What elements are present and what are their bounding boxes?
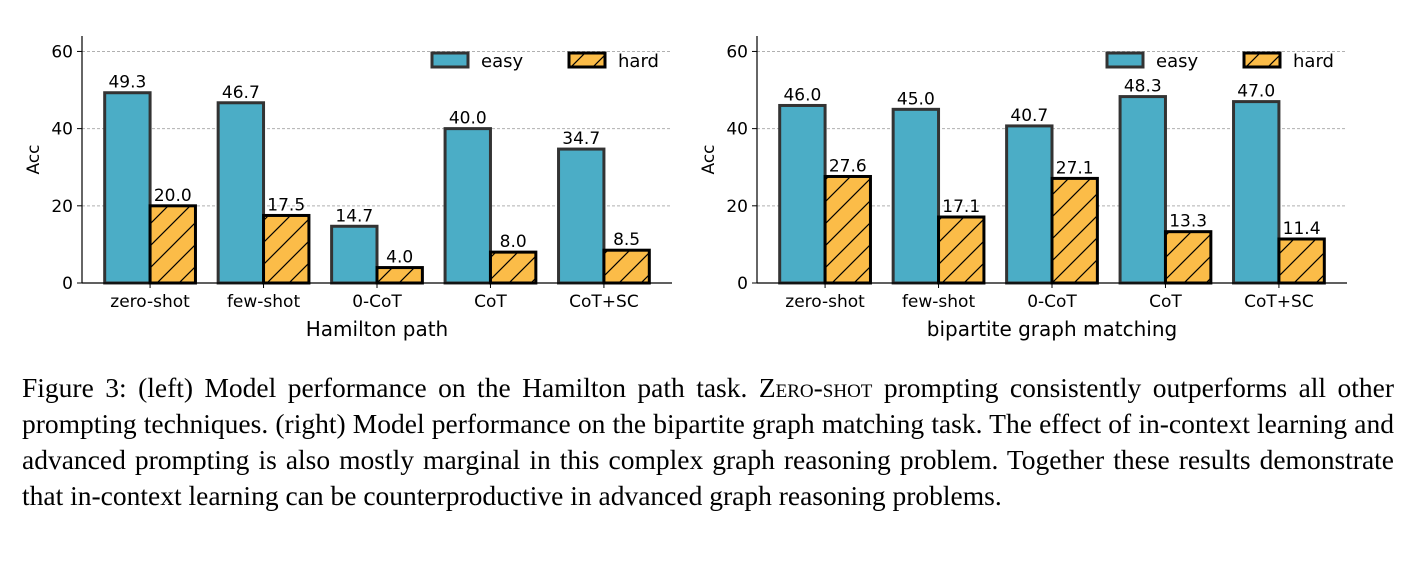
y-axis-label: Acc	[24, 144, 44, 174]
y-tick-label: 60	[51, 42, 73, 62]
x-tick-label: zero-shot	[785, 292, 865, 312]
bar-hard	[1277, 237, 1326, 285]
x-tick-label: CoT	[1149, 292, 1182, 312]
legend-label-hard: hard	[1293, 51, 1334, 72]
bar-hard	[937, 215, 986, 285]
data-label-hard: 17.5	[267, 195, 305, 215]
y-tick-label: 20	[726, 197, 748, 217]
bar-easy	[1118, 95, 1167, 285]
data-label-hard: 13.3	[1169, 212, 1207, 232]
bar-easy	[778, 103, 827, 285]
legend-swatch-easy	[430, 51, 470, 69]
legend-swatch-hard	[1242, 51, 1282, 69]
chart-hamilton-path: 0 20 40 60 49.3 46.7 14.7 40.0 34.7 20.0 17.5 4.0 8.…	[0, 0, 675, 355]
bar-easy	[557, 147, 606, 285]
data-label-easy: 40.7	[1010, 106, 1048, 126]
x-tick-label: CoT+SC	[569, 292, 639, 312]
x-tick-label: 0-CoT	[1027, 292, 1077, 312]
data-label-hard: 8.5	[613, 230, 640, 250]
x-axis-label: bipartite graph matching	[927, 317, 1177, 341]
bar-easy	[891, 107, 941, 285]
y-tick-label: 20	[51, 197, 73, 217]
legend: easy hard	[430, 51, 659, 72]
bar-easy	[216, 101, 266, 285]
caption-part1: Figure 3: (left) Model performance on th…	[22, 372, 748, 403]
y-tick-label: 40	[51, 120, 73, 140]
data-label-hard: 17.1	[942, 197, 980, 217]
bar-easy	[330, 224, 379, 285]
bar-hard	[823, 174, 872, 285]
bar-hard	[148, 204, 197, 285]
legend-label-easy: easy	[481, 51, 523, 72]
bar-hard	[488, 250, 538, 285]
data-label-easy: 48.3	[1124, 77, 1162, 97]
x-tick-label: few-shot	[227, 292, 301, 312]
data-label-hard: 20.0	[154, 186, 192, 206]
y-tick-label: 40	[726, 120, 748, 140]
data-label-easy: 14.7	[335, 206, 373, 226]
bar-easy	[1232, 100, 1281, 285]
x-axis-label: Hamilton path	[306, 317, 448, 341]
y-tick-label: 0	[737, 274, 748, 294]
legend-swatch-easy	[1105, 51, 1145, 69]
bar-easy	[443, 127, 492, 285]
bar-hard	[375, 266, 424, 285]
data-label-hard: 4.0	[386, 248, 413, 268]
bar-hard	[1050, 176, 1099, 285]
legend-label-easy: easy	[1156, 51, 1198, 72]
caption-smallcaps: Zero-shot	[758, 372, 873, 403]
bar-hard	[262, 213, 311, 285]
chart-svg-bipartite-matching: 0 20 40 60 46.0 45.0 40.7 48.3 47.0 27.6 17.1 27.1 1…	[699, 36, 1347, 341]
chart-bipartite-matching: 0 20 40 60 46.0 45.0 40.7 48.3 47.0 27.6 17.1 27.1 1…	[675, 0, 1375, 355]
bar-hard	[602, 248, 651, 285]
x-tick-label: CoT	[474, 292, 507, 312]
y-axis-label: Acc	[699, 144, 719, 174]
legend-swatch-hard	[567, 51, 607, 69]
data-label-easy: 45.0	[897, 89, 935, 109]
y-tick-label: 0	[62, 274, 73, 294]
data-label-hard: 27.1	[1056, 158, 1094, 178]
data-label-easy: 40.0	[449, 109, 487, 129]
legend-label-hard: hard	[618, 51, 659, 72]
x-tick-label: CoT+SC	[1244, 292, 1314, 312]
y-tick-label: 60	[726, 42, 748, 62]
legend: easy hard	[1105, 51, 1334, 72]
bar-easy	[103, 91, 152, 285]
data-label-easy: 34.7	[562, 129, 600, 149]
data-label-easy: 49.3	[108, 73, 146, 93]
data-label-hard: 8.0	[500, 232, 527, 252]
data-label-easy: 46.7	[222, 83, 260, 103]
data-label-easy: 47.0	[1237, 82, 1275, 102]
data-label-hard: 11.4	[1283, 219, 1321, 239]
x-tick-label: zero-shot	[110, 292, 190, 312]
chart-svg-hamilton-path: 0 20 40 60 49.3 46.7 14.7 40.0 34.7 20.0 17.5 4.0 8.…	[24, 36, 672, 341]
x-tick-label: few-shot	[902, 292, 976, 312]
bar-easy	[1005, 124, 1054, 285]
data-label-hard: 27.6	[829, 156, 867, 176]
x-tick-label: 0-CoT	[352, 292, 402, 312]
bar-hard	[1163, 230, 1213, 285]
figure-caption: Figure 3: (left) Model performance on th…	[22, 370, 1394, 514]
data-label-easy: 46.0	[783, 85, 821, 105]
caption-part2: prompting consistently outperforms all o…	[22, 372, 1395, 511]
